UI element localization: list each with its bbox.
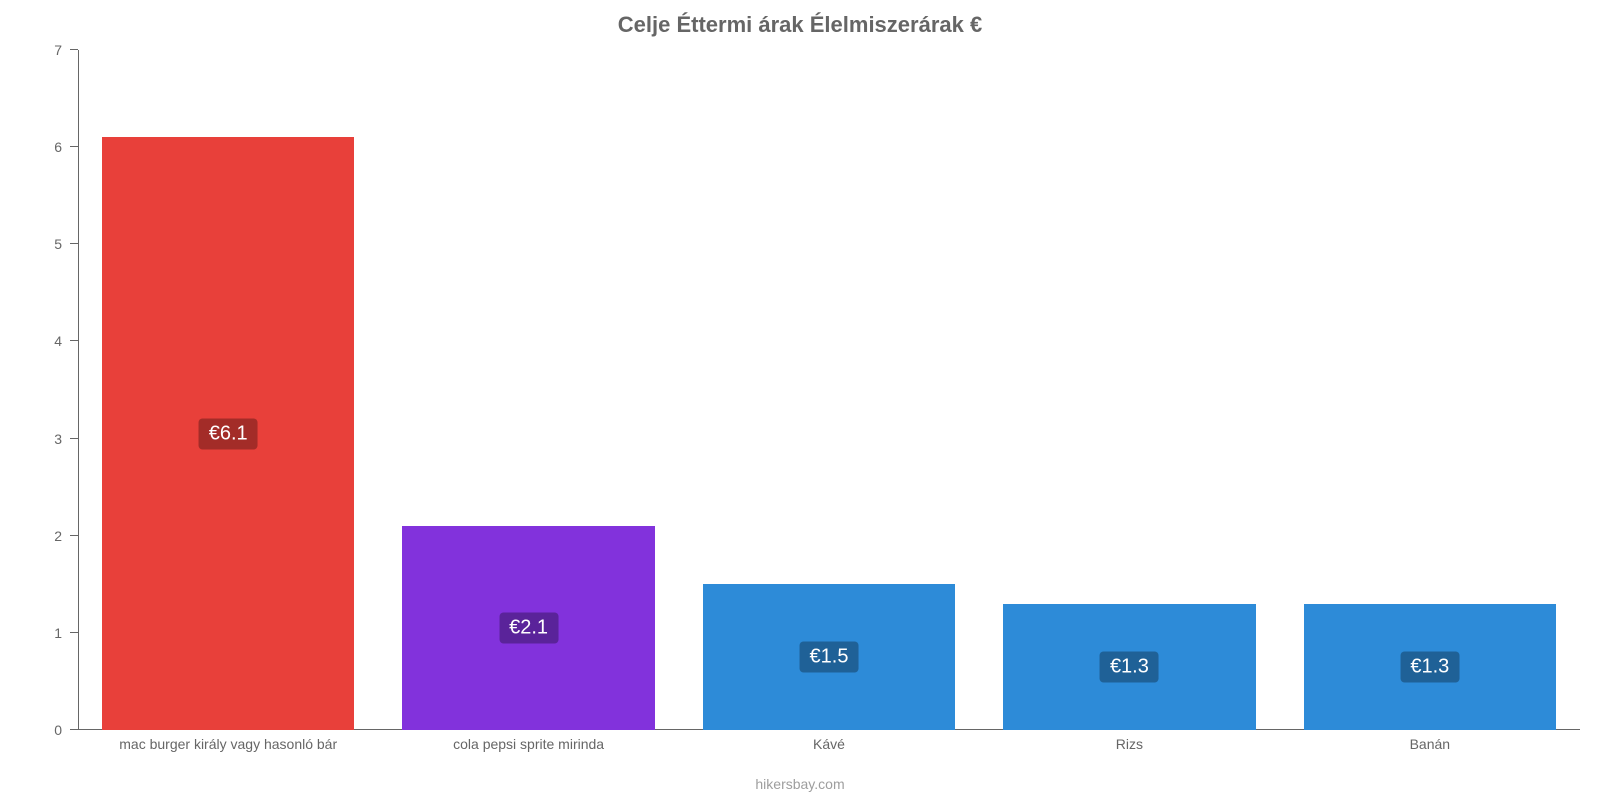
y-tick-label: 2 (54, 528, 62, 544)
y-tick-mark (70, 146, 78, 147)
y-tick-label: 7 (54, 42, 62, 58)
bar-slot: €1.3 (1280, 50, 1580, 730)
bar-slot: €1.3 (979, 50, 1279, 730)
bar-value-label: €1.5 (800, 642, 859, 673)
y-tick-mark (70, 535, 78, 536)
x-tick-label: Kávé (679, 730, 979, 752)
x-axis-labels: mac burger király vagy hasonló bárcola p… (78, 730, 1580, 752)
chart-title: Celje Éttermi árak Élelmiszerárak € (0, 0, 1600, 38)
x-tick-label: cola pepsi sprite mirinda (378, 730, 678, 752)
x-tick-label: mac burger király vagy hasonló bár (78, 730, 378, 752)
y-axis: 01234567 (40, 50, 70, 730)
y-tick-label: 6 (54, 139, 62, 155)
chart-attribution: hikersbay.com (0, 776, 1600, 792)
y-tick-mark (70, 632, 78, 633)
bar-value-label: €1.3 (1400, 651, 1459, 682)
bar-slot: €2.1 (378, 50, 678, 730)
y-tick-mark (70, 340, 78, 341)
bar: €1.5 (703, 584, 955, 730)
y-tick-label: 5 (54, 236, 62, 252)
plot-area: 01234567 €6.1€2.1€1.5€1.3€1.3 mac burger… (40, 50, 1580, 730)
x-tick-label: Banán (1280, 730, 1580, 752)
bars-container: €6.1 €2.1 €1.5 €1.3 €1.3 (78, 50, 1580, 730)
y-tick-label: 1 (54, 625, 62, 641)
bar-value-label: €1.3 (1100, 651, 1159, 682)
bar: €1.3 (1304, 604, 1556, 730)
y-tick-label: 0 (54, 722, 62, 738)
y-tick-mark (70, 49, 78, 50)
bar: €6.1 (102, 137, 354, 730)
y-tick-mark (70, 243, 78, 244)
y-tick-mark (70, 438, 78, 439)
x-tick-label: Rizs (979, 730, 1279, 752)
bar-slot: €1.5 (679, 50, 979, 730)
bar: €1.3 (1003, 604, 1255, 730)
bar-value-label: €6.1 (199, 418, 258, 449)
price-bar-chart: Celje Éttermi árak Élelmiszerárak € 0 1 2 3… (0, 0, 1600, 800)
bar: €2.1 (402, 526, 654, 730)
y-tick-mark (70, 729, 78, 730)
bar-slot: €6.1 (78, 50, 378, 730)
y-tick-label: 4 (54, 333, 62, 349)
bar-value-label: €2.1 (499, 613, 558, 644)
y-tick-label: 3 (54, 431, 62, 447)
